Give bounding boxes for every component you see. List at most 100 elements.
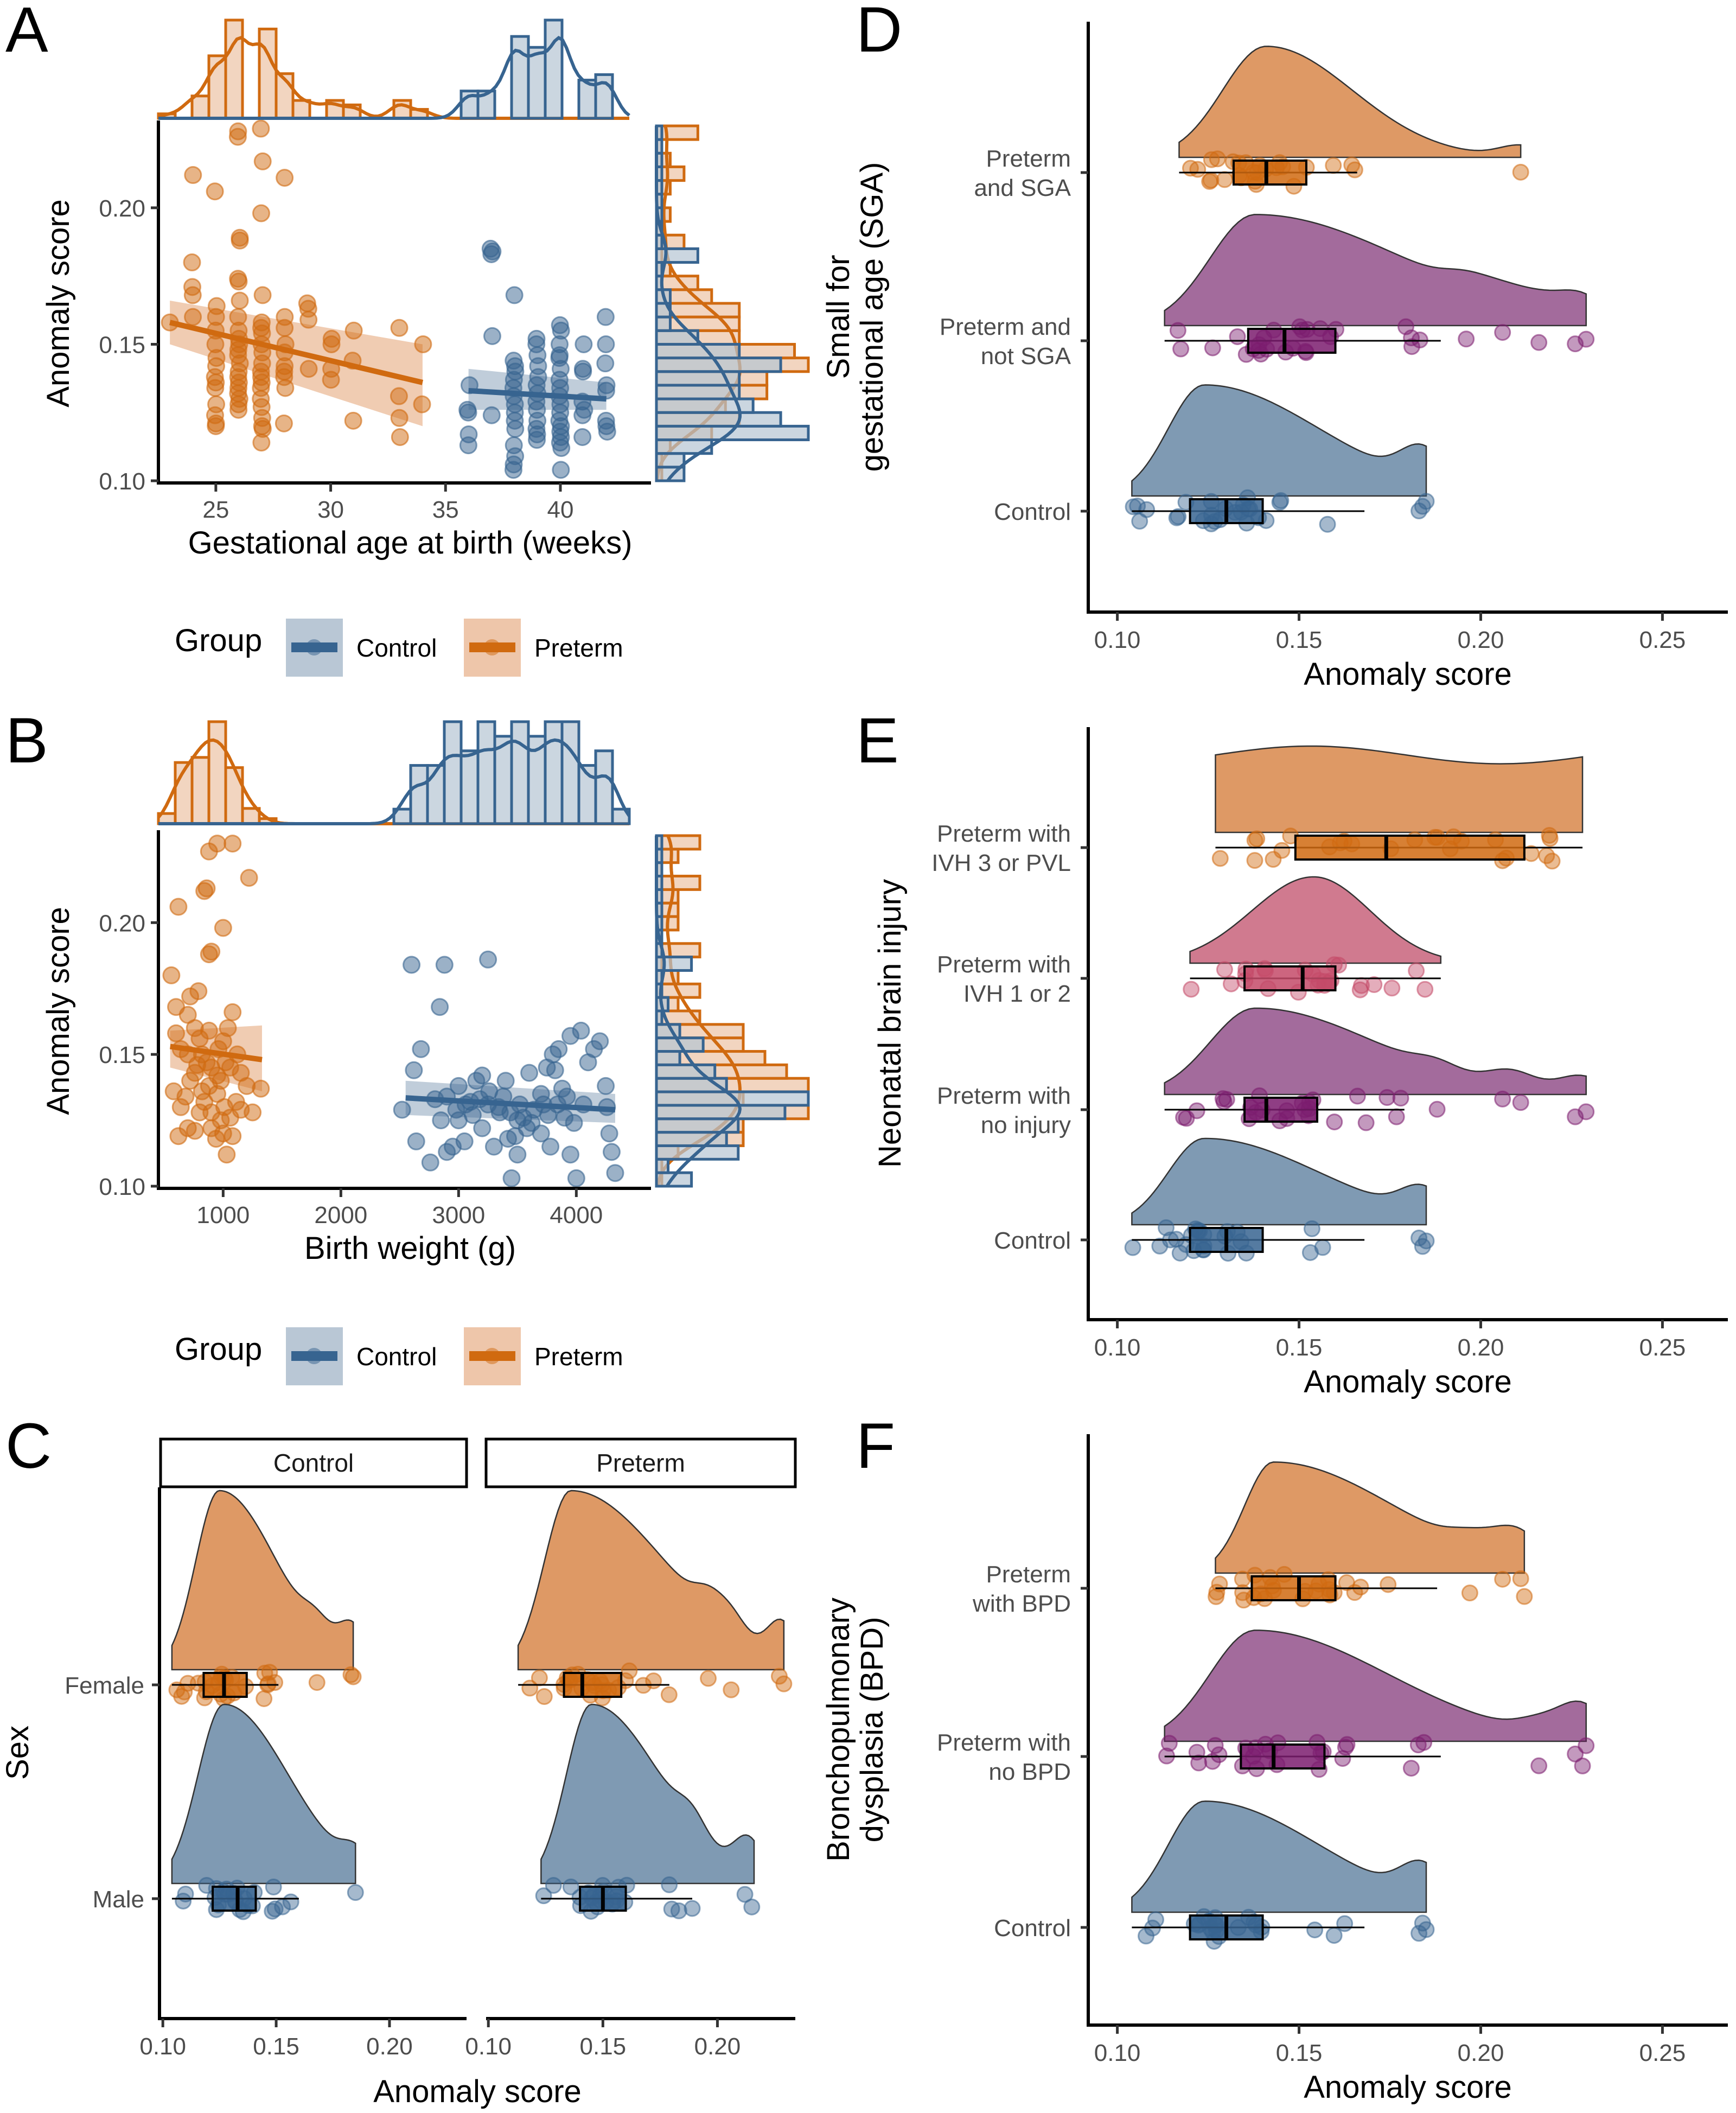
data-point-control xyxy=(479,950,497,969)
raw-point xyxy=(1273,842,1291,859)
top-hist-bar-control xyxy=(527,46,547,120)
data-point-control xyxy=(484,1137,503,1156)
raw-point-outlier xyxy=(723,1681,740,1698)
raw-point xyxy=(1168,509,1185,526)
data-point-control xyxy=(473,1066,492,1085)
panel-label-e: E xyxy=(856,705,899,777)
data-point-control xyxy=(572,1021,590,1040)
x-tick-label: 0.25 xyxy=(1639,1334,1686,1361)
x-tick-label: 0.20 xyxy=(694,2033,741,2060)
data-point-control xyxy=(407,1132,425,1150)
y-category-label: Preterm with IVH 3 or PVL xyxy=(931,820,1071,876)
data-point-preterm xyxy=(162,966,181,984)
data-point-preterm xyxy=(207,417,225,435)
x-tick-label: 0.10 xyxy=(1094,2040,1141,2066)
data-point-preterm xyxy=(184,308,202,326)
raw-point-outlier xyxy=(775,1675,793,1692)
top-hist-bar-control xyxy=(544,720,564,825)
raw-point xyxy=(1138,501,1156,518)
raw-point-outlier xyxy=(308,1674,326,1691)
iqr-box xyxy=(1243,965,1337,991)
raw-point xyxy=(1541,826,1558,844)
y-category-label: Male xyxy=(93,1886,144,1913)
raw-point xyxy=(1234,1570,1251,1588)
top-hist-bar-control xyxy=(594,73,614,120)
data-point-preterm xyxy=(229,272,248,291)
raw-point xyxy=(1216,961,1233,978)
raw-point xyxy=(1204,1753,1221,1770)
x-tick-label: 0.15 xyxy=(1276,1334,1323,1361)
raw-point xyxy=(177,1885,194,1902)
data-point-preterm xyxy=(186,1122,204,1140)
regression-line-control xyxy=(468,387,607,402)
data-point-preterm xyxy=(322,335,341,353)
data-point-control xyxy=(598,422,616,441)
raw-point xyxy=(1325,1927,1343,1944)
right-hist-bar-control xyxy=(655,956,693,972)
raw-point-outlier xyxy=(736,1886,754,1903)
raw-point xyxy=(1204,339,1221,357)
data-point-control xyxy=(550,1040,568,1058)
raw-point xyxy=(663,1900,680,1918)
data-point-control xyxy=(591,1032,609,1051)
data-point-preterm xyxy=(218,1145,236,1164)
iqr-box xyxy=(1243,1097,1319,1123)
y-axis-title-line: Sex xyxy=(0,1726,35,1780)
group-3 xyxy=(535,1703,761,1920)
regression-line-preterm xyxy=(169,1043,263,1062)
right-hist-bar-control xyxy=(655,247,699,264)
facet-strip-control xyxy=(159,1437,468,1488)
data-point-preterm xyxy=(219,1019,237,1038)
y-category-label-line: Preterm with xyxy=(937,1083,1071,1109)
data-point-preterm xyxy=(390,409,409,427)
raw-point xyxy=(1325,157,1342,174)
right-hist-bar-control xyxy=(655,315,672,332)
raw-point-outlier xyxy=(1530,1757,1548,1774)
raw-point-outlier xyxy=(1578,1737,1595,1754)
x-tick-label: 0.10 xyxy=(465,2033,512,2060)
y-axis-title: Anomaly score xyxy=(41,199,76,408)
density-cloud xyxy=(1178,46,1522,158)
raw-point xyxy=(1211,1575,1228,1593)
data-point-control xyxy=(552,461,570,479)
raw-point-outlier xyxy=(1428,1100,1446,1118)
top-density-control xyxy=(158,35,630,120)
data-point-control xyxy=(596,308,615,326)
raw-point-outlier xyxy=(1512,1094,1529,1111)
raw-point-outlier xyxy=(1578,1103,1595,1121)
data-point-preterm xyxy=(252,119,270,138)
data-point-preterm xyxy=(200,1021,218,1040)
data-point-preterm xyxy=(344,411,362,430)
raw-point-outlier xyxy=(1494,324,1511,341)
data-point-preterm xyxy=(414,335,432,353)
group-0 xyxy=(1178,46,1529,195)
y-tick-label: 0.15 xyxy=(99,1042,145,1068)
top-hist-bar-preterm xyxy=(392,99,412,120)
y-category-label-line: Preterm with xyxy=(937,951,1071,978)
y-axis-title-line: Anomaly score xyxy=(41,907,76,1115)
raw-point xyxy=(198,1877,215,1894)
panel-c: Control 0.10 0.15 0.20 Preterm 0.10 0.15 0.20 Fe… xyxy=(0,1437,797,2109)
top-hist-bar-control xyxy=(476,720,496,825)
data-point-control xyxy=(552,439,571,457)
raw-point xyxy=(535,1887,552,1905)
data-point-control xyxy=(393,1100,411,1119)
right-hist-bar-control xyxy=(655,1117,740,1134)
legend-point-control xyxy=(306,1348,322,1364)
top-hist-bar-preterm xyxy=(291,99,311,120)
raw-point-outlier xyxy=(700,1670,717,1687)
group-2 xyxy=(517,1490,793,1707)
panel-e: 0.10 0.15 0.20 0.25 Preterm with IVH 3 or PVL… xyxy=(872,727,1728,1399)
raw-point xyxy=(1357,1114,1375,1131)
data-point-preterm xyxy=(206,379,225,397)
raw-point-outlier xyxy=(1418,1921,1435,1938)
iqr-box xyxy=(212,1886,257,1912)
data-point-control xyxy=(421,1153,439,1172)
y-axis-title-line: Bronchopulmonary xyxy=(821,1598,856,1862)
data-point-control xyxy=(473,1119,492,1137)
raw-point xyxy=(621,1662,638,1679)
